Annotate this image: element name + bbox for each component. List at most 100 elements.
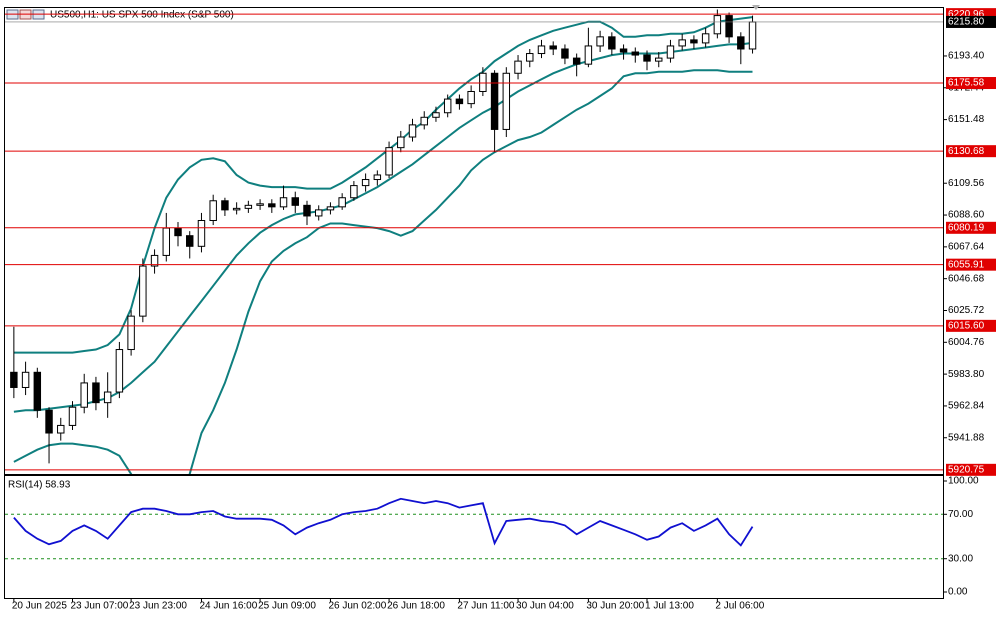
main-frame	[4, 7, 944, 475]
candle-body	[643, 54, 651, 62]
candle-body	[221, 200, 229, 211]
candle-body	[291, 197, 299, 206]
candle-body	[256, 203, 264, 206]
candle-body	[303, 204, 311, 217]
price-label-box	[946, 145, 996, 158]
candle-body	[21, 371, 30, 388]
x-tick-label: 23 Jun 23:00	[129, 601, 187, 612]
price-label-box	[946, 77, 996, 90]
candle-body	[350, 185, 358, 199]
candle-body	[655, 57, 663, 62]
candle-body	[361, 179, 370, 187]
price-label-box	[946, 463, 996, 476]
candle-body	[385, 147, 393, 176]
candle-body	[443, 98, 452, 114]
candle-body	[526, 53, 534, 62]
rsi-y-tick-label: 30.00	[948, 553, 973, 564]
price-label: 6175.58	[948, 78, 985, 89]
candle-body	[514, 60, 522, 74]
y-tick-label: 6067.64	[948, 241, 985, 252]
rsi-y-tick-label: 100.00	[948, 476, 979, 487]
candle-body	[725, 15, 733, 38]
rsi-title: RSI(14) 58.93	[8, 480, 71, 491]
y-tick-label: 5941.88	[948, 432, 985, 443]
candle-body	[68, 406, 77, 426]
price-label: 6220.96	[948, 9, 985, 20]
candle-body	[572, 57, 581, 65]
price-label-box	[946, 258, 996, 271]
candle-body	[479, 72, 487, 92]
bollinger-band	[13, 16, 753, 354]
candle-body	[713, 15, 722, 35]
candle-body	[608, 36, 616, 50]
candle-body	[537, 45, 546, 55]
price-label: 6130.68	[948, 146, 985, 157]
candle-body	[701, 33, 710, 44]
candle-body	[584, 45, 593, 65]
y-tick-label: 6109.56	[948, 178, 985, 189]
candle-body	[197, 220, 206, 247]
chart-title: US500,H1: US SPX 500 Index (S&P 500)	[50, 10, 234, 21]
candle-body	[127, 315, 135, 351]
x-tick-label: 1 Jul 13:00	[645, 601, 694, 612]
candle-body	[186, 235, 194, 247]
candle-body	[45, 409, 53, 434]
y-tick-label: 6151.48	[948, 114, 985, 125]
candle-body	[737, 36, 745, 50]
candle-body	[150, 254, 159, 267]
rsi-y-tick-label: 0.00	[948, 587, 968, 598]
candle-body	[432, 112, 440, 118]
candle-body	[232, 207, 241, 211]
rsi-line	[13, 497, 754, 547]
candle-body	[678, 39, 686, 47]
candle-body	[174, 227, 182, 237]
candle-body	[490, 72, 499, 130]
candle-body	[408, 124, 417, 138]
y-tick-label: 6193.40	[948, 51, 985, 62]
candle-body	[103, 391, 112, 404]
x-tick-label: 30 Jun 20:00	[586, 601, 644, 612]
shift-marker	[752, 5, 760, 10]
y-tick-label: 6004.76	[948, 337, 985, 348]
candle-body	[455, 98, 464, 105]
candle-body	[561, 48, 569, 59]
candle-body	[162, 227, 171, 256]
y-tick-label: 5983.80	[948, 369, 985, 380]
candle-body	[244, 204, 253, 209]
x-tick-label: 27 Jun 11:00	[457, 601, 515, 612]
price-label-box	[946, 221, 996, 234]
rsi-frame	[4, 475, 944, 599]
candle-body	[549, 45, 557, 50]
candle-body	[373, 174, 382, 181]
rsi-y-tick-label: 70.00	[948, 509, 973, 520]
y-tick-label: 5962.84	[948, 401, 985, 412]
x-tick-label: 26 Jun 02:00	[328, 601, 386, 612]
main-plot	[10, 9, 757, 474]
price-label: 6015.60	[948, 320, 985, 331]
x-tick-label: 23 Jun 07:00	[70, 601, 128, 612]
candle-body	[33, 371, 42, 411]
candle-body	[420, 116, 428, 126]
bollinger-band	[13, 41, 753, 413]
y-tick-label: 6088.60	[948, 210, 985, 221]
candle-body	[326, 206, 335, 211]
candle-body	[467, 90, 475, 105]
candle-body	[92, 382, 100, 404]
candle-body	[631, 51, 640, 56]
candle-body	[666, 45, 675, 59]
price-label: 6080.19	[948, 222, 985, 233]
x-tick-label: 30 Jun 04:00	[516, 601, 574, 612]
x-tick-label: 20 Jun 2025	[12, 601, 67, 612]
x-tick-label: 24 Jun 16:00	[199, 601, 257, 612]
bollinger-band	[13, 69, 753, 474]
candle-body	[279, 197, 288, 208]
price-label-box	[946, 319, 996, 332]
rsi-plot	[5, 497, 943, 560]
current-price-box	[946, 15, 996, 28]
candle-body	[397, 136, 405, 149]
candle-body	[10, 371, 18, 388]
candle-body	[314, 209, 323, 217]
candle-body	[748, 21, 757, 50]
